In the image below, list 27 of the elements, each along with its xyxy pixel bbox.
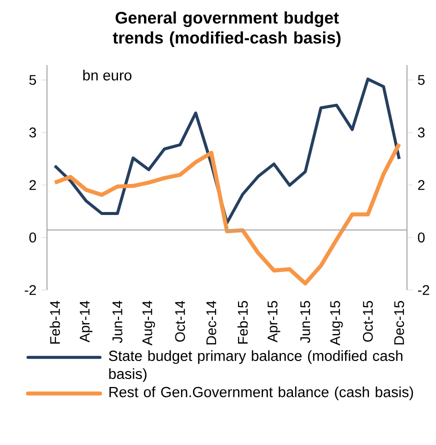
chart-title: General government budget trends (modified-cash basis) <box>112 11 341 47</box>
x-tick-label: Jun-15 <box>300 300 310 343</box>
y-tick-label: 2 <box>30 180 36 190</box>
y-tick-label: 5 <box>29 75 36 85</box>
legend-label: State budget primary balance (modified cash basis) <box>108 350 402 382</box>
y2-tick-label: -2 <box>418 285 430 295</box>
x-tick-label: Apr-14 <box>80 300 92 342</box>
annotation: bn euro <box>83 70 132 80</box>
legend-label: Rest of Gen.Government balance (cash basis) <box>109 386 414 400</box>
x-tick-label: Aug-14 <box>142 300 156 346</box>
x-tick-label: Oct-14 <box>175 300 186 342</box>
x-tick-label: Oct-15 <box>362 300 373 342</box>
y-tick-label: 3 <box>29 128 36 138</box>
y-tick-label: -2 <box>24 285 36 295</box>
y2-tick-label: 5 <box>418 75 425 85</box>
x-tick-label: Aug-15 <box>330 300 343 346</box>
y-tick-label: 0 <box>29 232 36 242</box>
y2-tick-label: 2 <box>418 180 424 190</box>
x-tick-label: Feb-15 <box>238 300 248 344</box>
line-series <box>52 142 402 286</box>
x-tick-label: Feb-14 <box>50 300 60 344</box>
y2-tick-label: 0 <box>418 232 425 242</box>
x-tick-label: Dec-14 <box>206 300 216 344</box>
x-tick-label: Jun-14 <box>112 300 122 343</box>
x-tick-label: Apr-15 <box>268 300 280 342</box>
y2-tick-label: 3 <box>418 128 425 138</box>
x-tick-label: Dec-15 <box>394 300 404 344</box>
